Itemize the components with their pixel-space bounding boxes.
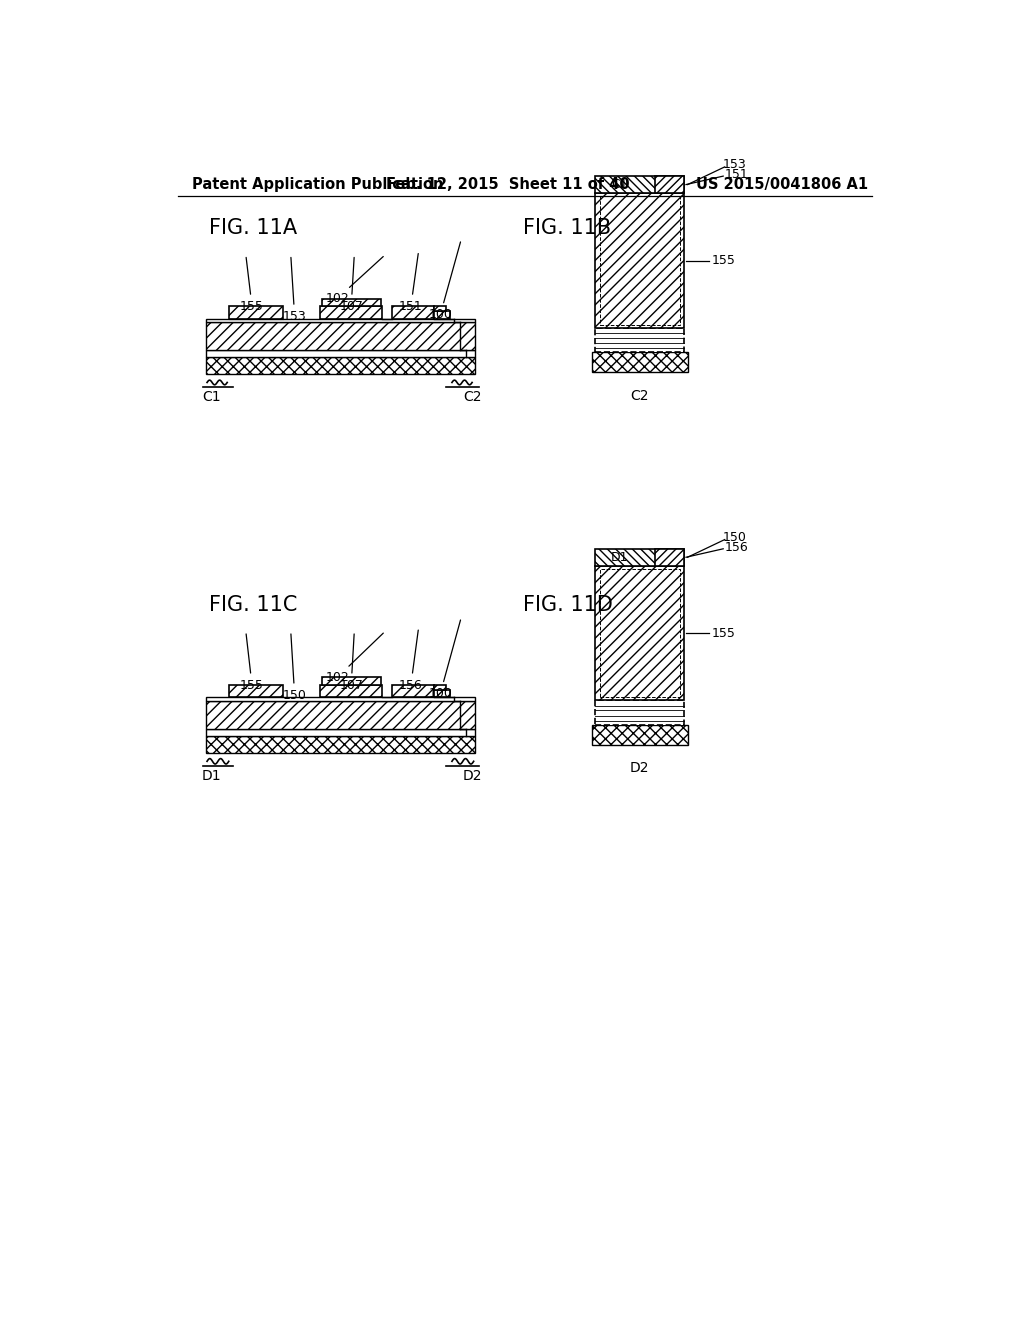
Text: 150: 150	[283, 634, 306, 702]
Text: 150: 150	[723, 531, 746, 544]
Text: C2: C2	[630, 388, 649, 403]
Text: C2: C2	[463, 391, 481, 404]
Bar	[434, 689, 450, 697]
Text: 155: 155	[240, 257, 264, 313]
Text: 155: 155	[240, 634, 264, 692]
Text: 100: 100	[428, 242, 461, 321]
Text: 151: 151	[725, 168, 749, 181]
Bar	[655, 549, 684, 566]
Text: Feb. 12, 2015  Sheet 11 of 40: Feb. 12, 2015 Sheet 11 of 40	[386, 177, 630, 193]
Text: 151: 151	[399, 253, 423, 313]
Bar	[228, 306, 283, 318]
Text: 156: 156	[399, 630, 423, 692]
Bar	[322, 677, 381, 685]
Text: 155: 155	[712, 255, 735, 268]
Bar	[434, 685, 445, 689]
Bar	[595, 701, 684, 725]
Text: 153: 153	[723, 158, 746, 172]
Bar	[600, 569, 680, 697]
Text: 107: 107	[339, 634, 364, 692]
Text: FIG. 11A: FIG. 11A	[209, 218, 298, 238]
Text: D2: D2	[630, 762, 649, 775]
Bar	[206, 729, 475, 737]
Text: 153: 153	[283, 257, 306, 323]
Text: FIG. 11D: FIG. 11D	[523, 595, 613, 615]
Text: 156: 156	[725, 541, 749, 554]
Text: 102: 102	[326, 256, 383, 305]
Bar	[206, 697, 475, 701]
Bar	[206, 350, 475, 358]
Bar	[391, 685, 434, 697]
Text: FIG. 11B: FIG. 11B	[523, 218, 611, 238]
Bar	[595, 176, 684, 193]
Bar	[321, 685, 382, 697]
Text: Patent Application Publication: Patent Application Publication	[191, 177, 443, 193]
Text: 155: 155	[712, 627, 735, 640]
Text: US 2015/0041806 A1: US 2015/0041806 A1	[696, 177, 868, 193]
Bar	[592, 725, 687, 744]
Bar	[206, 318, 475, 322]
Text: 102: 102	[326, 634, 383, 684]
Bar	[391, 306, 434, 318]
Text: D2: D2	[463, 770, 482, 783]
Bar	[600, 197, 680, 325]
Text: C1: C1	[611, 178, 628, 191]
Bar	[434, 306, 445, 312]
Text: FIG. 11C: FIG. 11C	[209, 595, 298, 615]
Text: D1: D1	[202, 770, 221, 783]
Bar	[206, 701, 475, 729]
Bar	[595, 549, 684, 566]
Text: D1: D1	[611, 550, 629, 564]
Bar	[434, 312, 450, 318]
Bar	[206, 356, 475, 374]
Bar	[321, 306, 382, 318]
Bar	[595, 193, 684, 327]
Bar	[322, 298, 381, 306]
Bar	[595, 327, 684, 352]
Bar	[655, 176, 684, 193]
Bar	[595, 566, 684, 701]
Bar	[592, 352, 687, 372]
Bar	[228, 685, 283, 697]
Bar	[206, 322, 475, 350]
Text: C1: C1	[203, 391, 221, 404]
Text: 107: 107	[339, 257, 364, 313]
Text: 100: 100	[428, 620, 461, 700]
Bar	[206, 737, 475, 752]
